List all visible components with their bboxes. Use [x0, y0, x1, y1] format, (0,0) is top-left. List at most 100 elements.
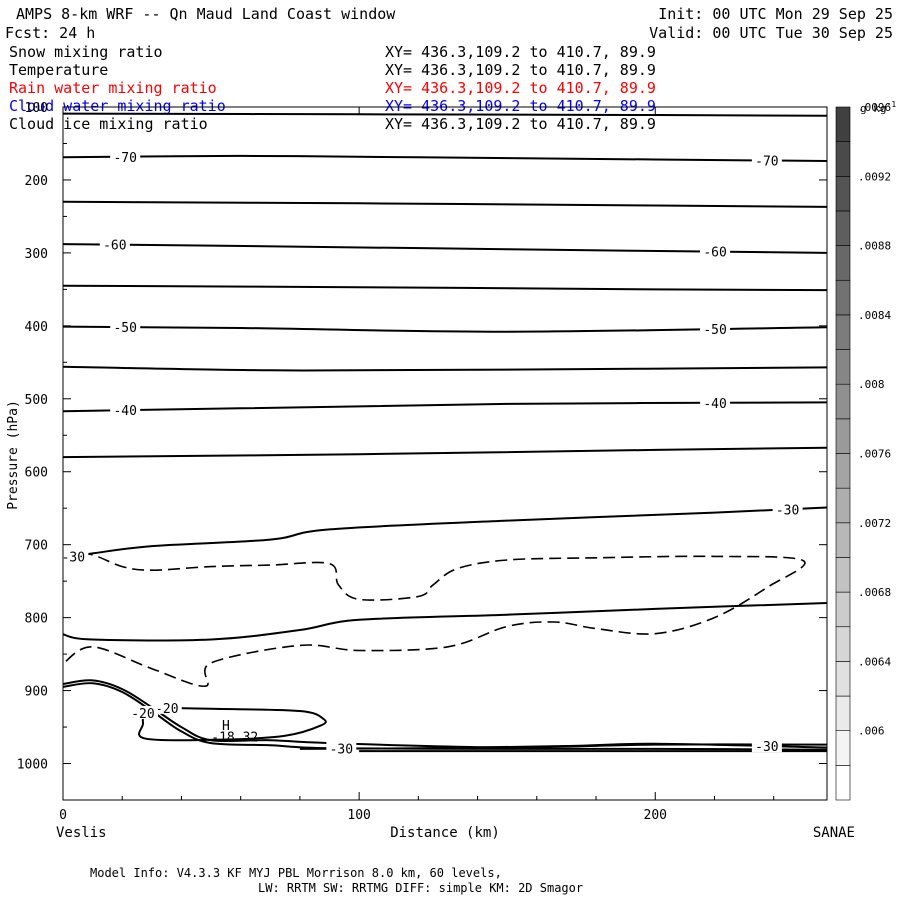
- colorbar-tick-label: .0096: [858, 101, 891, 114]
- field-name: Rain water mixing ratio: [9, 79, 217, 97]
- y-tick-label: 900: [25, 685, 48, 700]
- contour-label: -30: [330, 743, 353, 758]
- colorbar-tick-label: .006: [858, 725, 885, 738]
- temperature-contour: [63, 154, 827, 162]
- y-tick-label: 100: [25, 101, 48, 116]
- colorbar-tick-label: .0084: [858, 309, 891, 322]
- colorbar-swatch: [835, 314, 851, 350]
- contour-label-bg: [110, 149, 141, 163]
- contour-label-bg: [700, 244, 731, 258]
- field-xy: XY= 436.3,109.2 to 410.7, 89.9: [385, 97, 656, 115]
- contour-label-bg: [751, 739, 782, 753]
- contour-label-bg: [751, 153, 782, 167]
- contour-label: -40: [113, 404, 136, 419]
- field-name: Cloud ice mixing ratio: [9, 115, 208, 133]
- colorbar-tick-label: .0076: [858, 448, 891, 461]
- contour-label-bg: [58, 549, 89, 563]
- contour-label-bg: [772, 502, 803, 516]
- colorbar-unit: g kg-1: [860, 100, 896, 115]
- y-tick-label: 500: [25, 393, 48, 408]
- init-time: Init: 00 UTC Mon 29 Sep 25: [658, 5, 893, 23]
- colorbar-swatch: [835, 730, 851, 766]
- contour-label-bg: [110, 320, 141, 334]
- colorbar-swatch: [835, 522, 851, 558]
- colorbar-swatch: [835, 106, 851, 142]
- temperature-contour: [63, 682, 827, 751]
- contour-label: -20: [131, 707, 154, 722]
- x-tick-label: 200: [644, 808, 667, 823]
- temperature-contour: [63, 200, 827, 208]
- contour-label: -30: [755, 740, 778, 755]
- model-info: Model Info: V4.3.3 KF MYJ PBL Morrison 8…: [90, 866, 502, 880]
- field-xy: XY= 436.3,109.2 to 410.7, 89.9: [385, 43, 656, 61]
- plot-area: -70 -70 -60 -60 -50 -50 -40 -40 -30 -30 -20-20 -30 -…: [6, 101, 855, 841]
- y-axis-label: Pressure (hPa): [6, 400, 21, 510]
- colorbar: .006 .0064 .0068 .0072 .0076 .008 .0084 .0088 .0…: [835, 101, 891, 801]
- plot-frame: [62, 106, 828, 801]
- colorbar-swatch: [835, 349, 851, 385]
- colorbar-swatch: [835, 141, 851, 177]
- y-tick-label: 700: [25, 539, 48, 554]
- field-xy: XY= 436.3,109.2 to 410.7, 89.9: [385, 115, 656, 133]
- contour-label-bg: [700, 395, 731, 409]
- colorbar-swatch: [835, 210, 851, 246]
- temperature-contour: [63, 506, 827, 559]
- x-end-left: Veslis: [56, 825, 107, 841]
- contour-label: -30: [62, 550, 85, 565]
- colorbar-swatch: [835, 591, 851, 628]
- valid-time: Valid: 00 UTC Tue 30 Sep 25: [649, 24, 893, 42]
- contour-label: -40: [703, 397, 726, 412]
- y-tick-label: 800: [25, 612, 48, 627]
- colorbar-tick-label: .0072: [858, 517, 891, 530]
- colorbar-swatch: [835, 453, 851, 489]
- y-tick-label: 300: [25, 247, 48, 262]
- colorbar-swatch: [835, 245, 851, 281]
- colorbar-swatch: [835, 661, 851, 697]
- footer: Model Info: V4.3.3 KF MYJ PBL Morrison 8…: [90, 866, 583, 895]
- x-tick-label: 100: [347, 808, 370, 823]
- contour-label-bg: [700, 321, 731, 335]
- contour-annotation: -18.32: [211, 731, 258, 746]
- contour-annotation: H: [222, 719, 230, 734]
- field-list: Snow mixing ratio XY= 436.3,109.2 to 410.…: [9, 43, 656, 133]
- y-tick-label: 400: [25, 320, 48, 335]
- colorbar-swatch: [835, 383, 851, 420]
- x-axis: 0 100 200: [59, 107, 775, 823]
- contour-label-bg: [110, 403, 141, 417]
- colorbar-swatch: [835, 279, 851, 316]
- x-end-right: SANAE: [813, 825, 855, 841]
- contour-label: -50: [113, 321, 136, 336]
- colorbar-tick-label: .0064: [858, 655, 891, 668]
- colorbar-tick-label: .008: [858, 378, 885, 391]
- field-name: Snow mixing ratio: [9, 43, 163, 61]
- temperature-contour: [63, 365, 827, 372]
- temperature-contour: [138, 706, 327, 742]
- colorbar-swatch: [835, 765, 851, 801]
- field-xy: XY= 436.3,109.2 to 410.7, 89.9: [385, 61, 656, 79]
- temperature-contour: [299, 742, 827, 750]
- field-xy: XY= 436.3,109.2 to 410.7, 89.9: [385, 79, 656, 97]
- forecast-hour: Fcst: 24 h: [5, 24, 95, 42]
- contour-label-bg: [151, 700, 182, 714]
- colorbar-swatch: [835, 626, 851, 662]
- colorbar-swatch: [835, 418, 851, 454]
- colorbar-swatch: [835, 176, 851, 212]
- x-axis-label: Distance (km): [390, 825, 500, 841]
- y-tick-label: 200: [25, 174, 48, 189]
- contour-label-bg: [99, 237, 130, 251]
- y-axis: 100 200 300 400 500 600 700 800 900 1000: [17, 101, 827, 801]
- contour-label: -30: [776, 503, 799, 518]
- temperature-contour: [63, 446, 827, 459]
- colorbar-swatch: [835, 695, 851, 731]
- contour-label-bg: [326, 741, 357, 755]
- temperature-contour: [63, 284, 827, 292]
- colorbar-swatch: [835, 557, 851, 593]
- model-physics: LW: RRTM SW: RRTMG DIFF: simple KM: 2D S…: [258, 881, 583, 895]
- colorbar-tick-label: .0092: [858, 170, 891, 183]
- mixing-ratio-contour: [63, 549, 806, 688]
- chart-title: AMPS 8-km WRF -- Qn Maud Land Coast wind…: [16, 5, 396, 23]
- contour-label: -60: [703, 246, 726, 261]
- contour-label: -60: [103, 239, 126, 254]
- contour-labels: -70 -70 -60 -60 -50 -50 -40 -40 -30 -30 -20-20 -30 -…: [58, 149, 803, 758]
